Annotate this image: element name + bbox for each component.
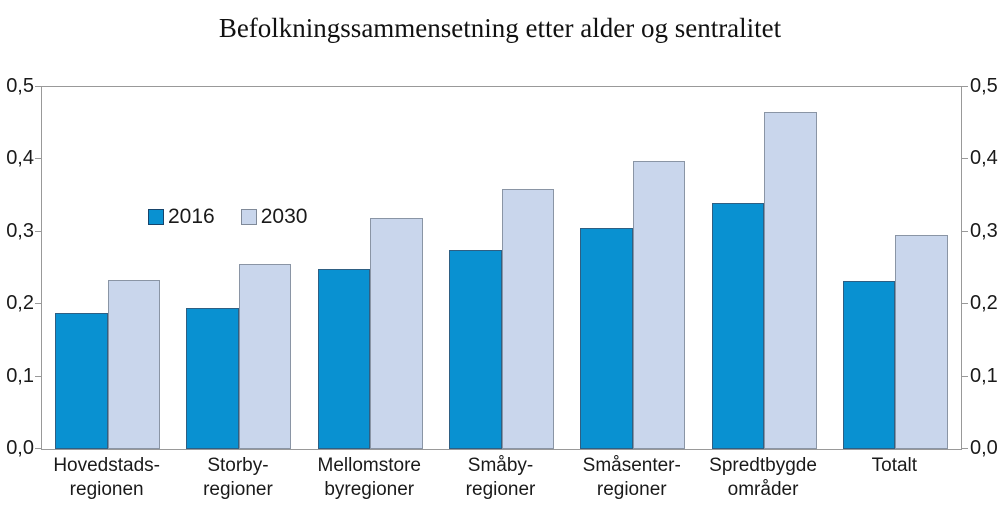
y-tick-label-left-0-5: 0,5: [6, 75, 34, 97]
y-tick-label-right-0-4: 0,4: [970, 147, 998, 170]
bar-2030-mellomstore-byregioner: [370, 218, 423, 449]
bar-2016-spredtbygde-omrader: [711, 202, 765, 449]
legend-label-2016: 2016: [168, 205, 215, 228]
y-tick-left-0-0: [35, 448, 41, 449]
y-tick-right-0-4: [962, 158, 968, 160]
bar-2030-hovedstads-regionen: [107, 279, 161, 449]
plot-area: 2016 2030: [41, 86, 962, 450]
bar-2016-totalt: [842, 281, 896, 449]
chart-title: Befolkningssammensetning etter alder og …: [218, 13, 782, 43]
legend-label-2030: 2030: [260, 205, 308, 228]
bar-2016-smasenter-regioner: [580, 228, 633, 449]
y-tick-left-0-2: [35, 303, 41, 305]
y-tick-right-0-3: [962, 230, 968, 232]
x-label-smaby-regioner: Småby-regioner: [465, 455, 536, 500]
bar-2030-storby-regioner: [238, 264, 292, 449]
y-tick-right-0-2: [962, 303, 968, 305]
y-tick-right-0-0: [962, 448, 968, 449]
x-label-smasenter-regioner: Småsenter-regioner: [582, 455, 681, 500]
y-tick-label-left-0-2: 0,2: [6, 292, 34, 315]
x-label-storby-regioner: Storby-regioner: [203, 455, 273, 500]
legend: 2016 2030: [148, 205, 307, 229]
bar-2030-spredtbygde-omrader: [764, 112, 817, 449]
bar-2030-totalt: [895, 234, 948, 449]
y-tick-label-right-0-1: 0,1: [970, 364, 998, 387]
y-tick-label-left-0-3: 0,3: [6, 219, 34, 242]
y-tick-left-0-3: [35, 230, 41, 232]
x-label-totalt: Totalt: [871, 455, 918, 476]
y-tick-label-left-0-4: 0,4: [6, 147, 34, 170]
bar-2030-smasenter-regioner: [632, 160, 686, 449]
y-tick-label-right-0-2: 0,2: [970, 292, 998, 315]
y-tick-left-0-1: [35, 375, 41, 377]
x-label-mellomstore-byregioner: Mellomstore byregioner: [317, 455, 421, 500]
bar-2016-mellomstore-byregioner: [317, 269, 371, 449]
y-tick-left-0-5: [35, 86, 41, 87]
bar-2016-storby-regioner: [186, 307, 239, 449]
bar-2030-smaby-regioner: [501, 189, 554, 449]
y-tick-label-right-0-0: 0,0: [970, 437, 998, 459]
y-tick-label-left-0-0: 0,0: [6, 437, 34, 459]
bar-2016-smaby-regioner: [449, 249, 502, 449]
y-tick-label-right-0-5: 0,5: [970, 75, 998, 97]
x-label-spredtbygde-omrader: Spredtbygde områder: [709, 455, 817, 500]
y-tick-right-0-1: [962, 375, 968, 377]
legend-swatch-2030: [240, 209, 257, 225]
y-tick-left-0-4: [35, 158, 41, 160]
y-tick-right-0-5: [962, 86, 968, 87]
bar-2016-hovedstads-regionen: [55, 312, 108, 449]
y-tick-label-right-0-3: 0,3: [970, 219, 998, 242]
legend-swatch-2016: [148, 209, 164, 225]
x-label-hovedstads-regionen: Hovedstads-regionen: [53, 455, 160, 500]
y-tick-label-left-0-1: 0,1: [6, 364, 34, 387]
